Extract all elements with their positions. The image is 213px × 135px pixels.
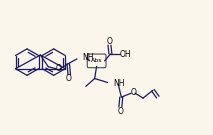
- Text: O: O: [131, 88, 137, 97]
- Text: O: O: [117, 107, 123, 116]
- Text: NH: NH: [82, 53, 93, 62]
- Text: Abs: Abs: [91, 58, 102, 63]
- Text: OH: OH: [119, 50, 131, 59]
- Text: O: O: [66, 74, 72, 83]
- FancyBboxPatch shape: [87, 54, 106, 68]
- Text: O: O: [106, 37, 112, 46]
- Text: O: O: [55, 64, 61, 73]
- Text: NH: NH: [113, 79, 125, 88]
